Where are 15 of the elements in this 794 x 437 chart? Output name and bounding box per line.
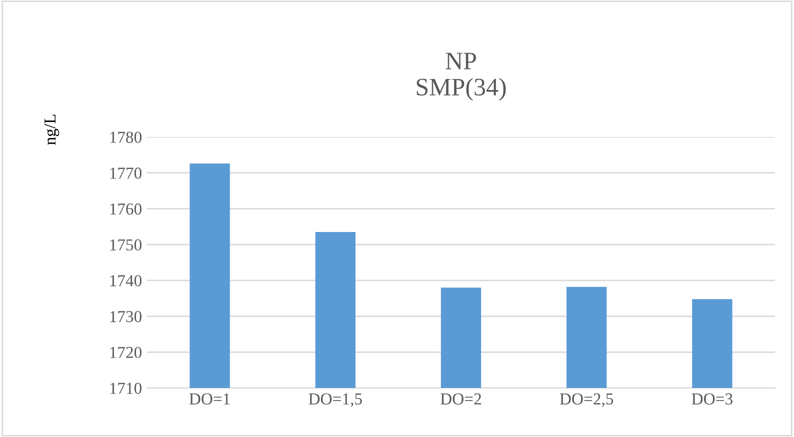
y-axis-title: ng/L xyxy=(44,114,60,145)
y-tick-label: 1740 xyxy=(110,275,142,286)
y-tick-label: 1770 xyxy=(110,168,142,179)
y-tick-label: 1720 xyxy=(110,346,142,358)
x-tick-label: DO=1,5 xyxy=(308,393,362,407)
y-tick-label: 1750 xyxy=(110,239,142,251)
y-tick-label: 1760 xyxy=(110,203,142,215)
y-tick-label: 1780 xyxy=(110,132,142,143)
x-tick-label: DO=2,5 xyxy=(560,393,614,407)
chart-title: NP SMP(34) xyxy=(416,52,506,101)
x-tick-label: DO=2 xyxy=(440,393,481,405)
x-tick-label: DO=1 xyxy=(189,393,230,405)
x-tick-label: DO=3 xyxy=(692,393,732,405)
y-tick-label: 1730 xyxy=(110,310,142,322)
y-tick-label: 1710 xyxy=(110,382,142,394)
